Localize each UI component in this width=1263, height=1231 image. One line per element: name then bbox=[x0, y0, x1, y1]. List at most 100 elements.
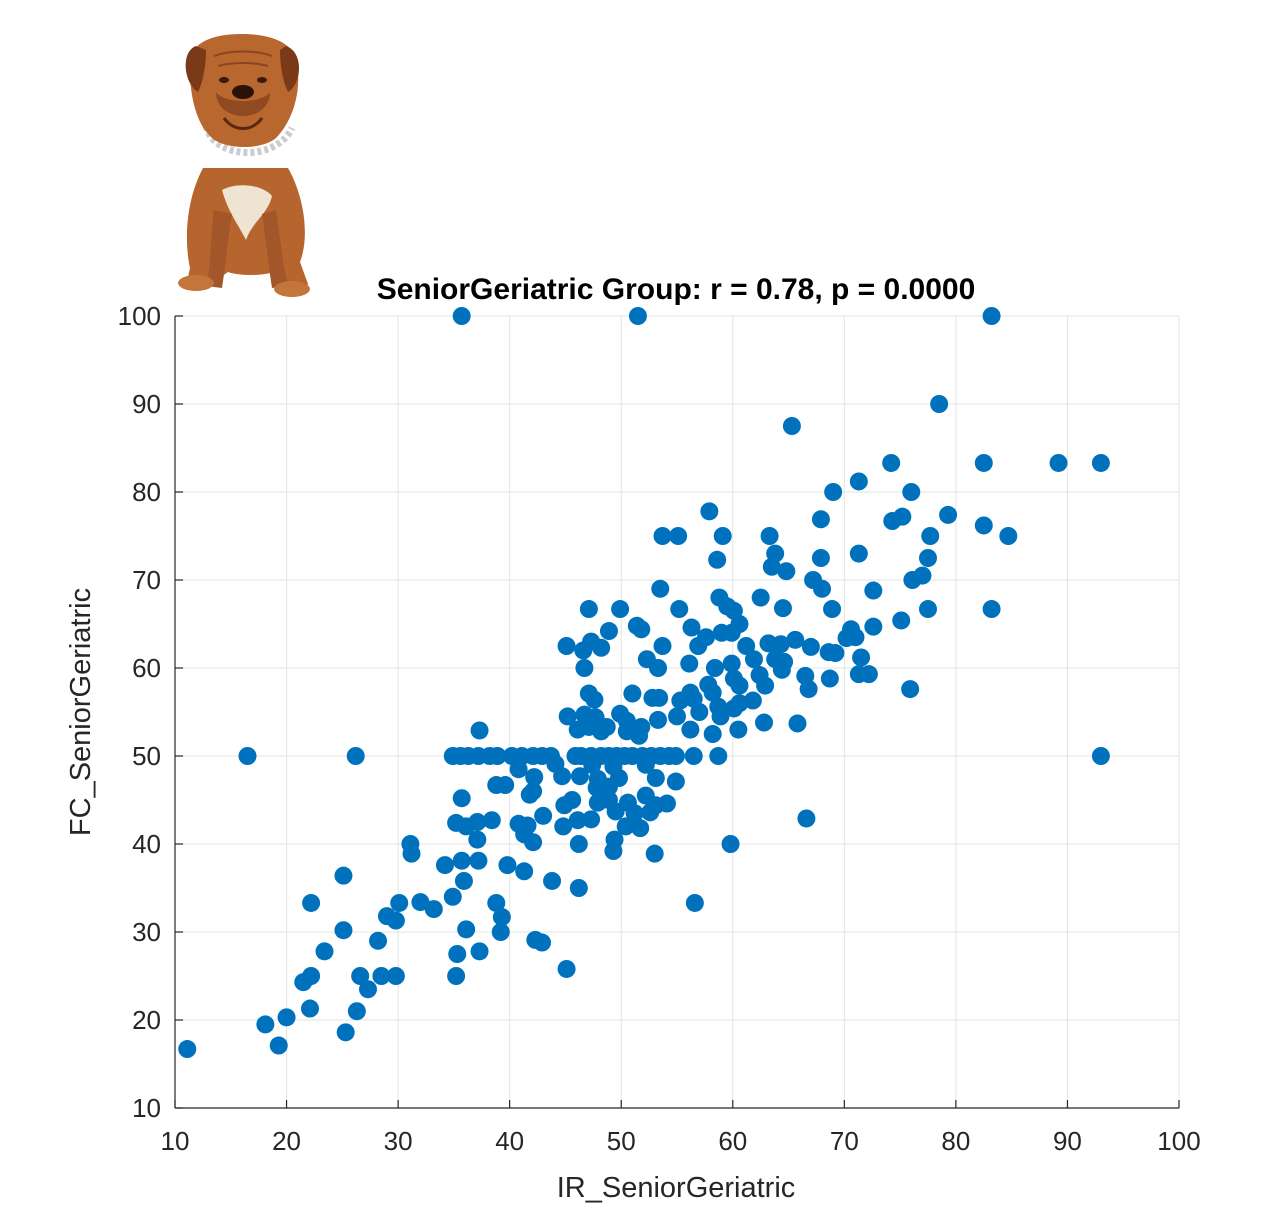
dog-icon bbox=[178, 34, 310, 297]
x-tick-label: 80 bbox=[941, 1126, 970, 1156]
data-point bbox=[351, 967, 370, 985]
data-point bbox=[447, 967, 466, 985]
data-point bbox=[921, 527, 940, 545]
data-point bbox=[569, 835, 588, 853]
data-point bbox=[913, 566, 932, 585]
y-tick-label: 50 bbox=[132, 741, 161, 771]
data-point bbox=[625, 804, 644, 823]
data-point bbox=[901, 680, 920, 699]
data-point bbox=[730, 676, 749, 695]
data-point bbox=[939, 505, 958, 524]
data-point bbox=[641, 803, 660, 822]
data-point bbox=[709, 747, 728, 765]
data-point bbox=[435, 856, 454, 875]
y-tick-label: 40 bbox=[132, 829, 161, 859]
data-point bbox=[574, 641, 593, 660]
data-point bbox=[582, 810, 601, 829]
y-tick-label: 30 bbox=[132, 917, 161, 947]
data-point bbox=[334, 866, 353, 885]
data-point bbox=[588, 793, 607, 812]
y-tick-labels: 10 20 30 40 50 60 70 80 90 100 bbox=[118, 301, 161, 1123]
x-tick-label: 100 bbox=[1157, 1126, 1200, 1156]
data-point bbox=[238, 747, 257, 765]
data-point bbox=[852, 648, 871, 667]
y-tick-label: 60 bbox=[132, 653, 161, 683]
data-point bbox=[525, 768, 544, 787]
data-point bbox=[411, 893, 430, 912]
data-point bbox=[269, 1036, 288, 1055]
data-point bbox=[256, 1015, 275, 1034]
data-point bbox=[568, 811, 587, 830]
data-point bbox=[930, 395, 949, 413]
data-point bbox=[797, 809, 816, 828]
data-point bbox=[611, 600, 630, 619]
data-point bbox=[509, 760, 528, 779]
data-point bbox=[482, 811, 501, 830]
data-point bbox=[568, 720, 587, 739]
data-point bbox=[777, 562, 796, 581]
data-point bbox=[604, 842, 623, 861]
data-point bbox=[628, 307, 647, 325]
data-point bbox=[302, 967, 321, 985]
data-point bbox=[819, 643, 838, 662]
data-point bbox=[653, 527, 672, 545]
data-point bbox=[496, 776, 515, 795]
axes bbox=[174, 315, 1180, 1109]
data-point bbox=[277, 1008, 296, 1027]
data-point bbox=[1091, 453, 1110, 472]
data-points bbox=[178, 307, 1110, 1059]
data-point bbox=[711, 707, 730, 726]
data-point bbox=[336, 1023, 355, 1042]
data-point bbox=[452, 789, 471, 808]
data-point bbox=[700, 502, 719, 521]
data-point bbox=[555, 796, 574, 815]
data-point bbox=[543, 871, 562, 890]
data-point bbox=[755, 713, 774, 732]
data-point bbox=[592, 722, 611, 741]
data-point bbox=[468, 813, 487, 831]
data-point bbox=[616, 817, 635, 836]
data-point bbox=[864, 581, 883, 600]
data-point bbox=[358, 980, 377, 999]
data-point bbox=[498, 856, 517, 875]
data-point bbox=[722, 654, 741, 673]
y-axis-label: FC_SeniorGeriatric bbox=[65, 588, 97, 836]
data-point bbox=[631, 819, 650, 838]
data-point bbox=[469, 851, 488, 870]
data-point bbox=[302, 893, 321, 912]
data-point bbox=[760, 527, 779, 545]
data-point bbox=[788, 714, 807, 733]
data-point bbox=[670, 600, 689, 619]
data-point bbox=[599, 622, 618, 641]
data-point bbox=[849, 544, 868, 563]
data-point bbox=[864, 617, 883, 636]
data-point bbox=[999, 527, 1018, 545]
data-point bbox=[492, 908, 511, 927]
data-point bbox=[334, 921, 353, 940]
data-point bbox=[756, 676, 775, 695]
y-tick-label: 10 bbox=[132, 1093, 161, 1123]
data-point bbox=[443, 887, 462, 906]
data-point bbox=[520, 785, 539, 804]
data-point bbox=[902, 483, 921, 501]
y-tick-label: 100 bbox=[118, 301, 161, 331]
data-point bbox=[811, 510, 830, 529]
data-point bbox=[684, 747, 703, 765]
data-point bbox=[575, 659, 594, 677]
data-point bbox=[773, 599, 792, 618]
data-point bbox=[682, 618, 701, 637]
x-tick-label: 10 bbox=[161, 1126, 190, 1156]
data-point bbox=[892, 611, 911, 630]
data-point bbox=[558, 707, 577, 726]
data-point bbox=[703, 683, 722, 702]
data-point bbox=[487, 893, 506, 912]
data-point bbox=[666, 747, 685, 765]
data-point bbox=[579, 600, 598, 619]
data-point bbox=[630, 726, 649, 745]
data-point bbox=[771, 635, 790, 654]
chart-title: SeniorGeriatric Group: r = 0.78, p = 0.0… bbox=[377, 273, 976, 306]
data-point bbox=[743, 691, 762, 710]
data-point bbox=[592, 638, 611, 657]
data-point bbox=[824, 483, 843, 501]
data-point bbox=[452, 307, 471, 325]
